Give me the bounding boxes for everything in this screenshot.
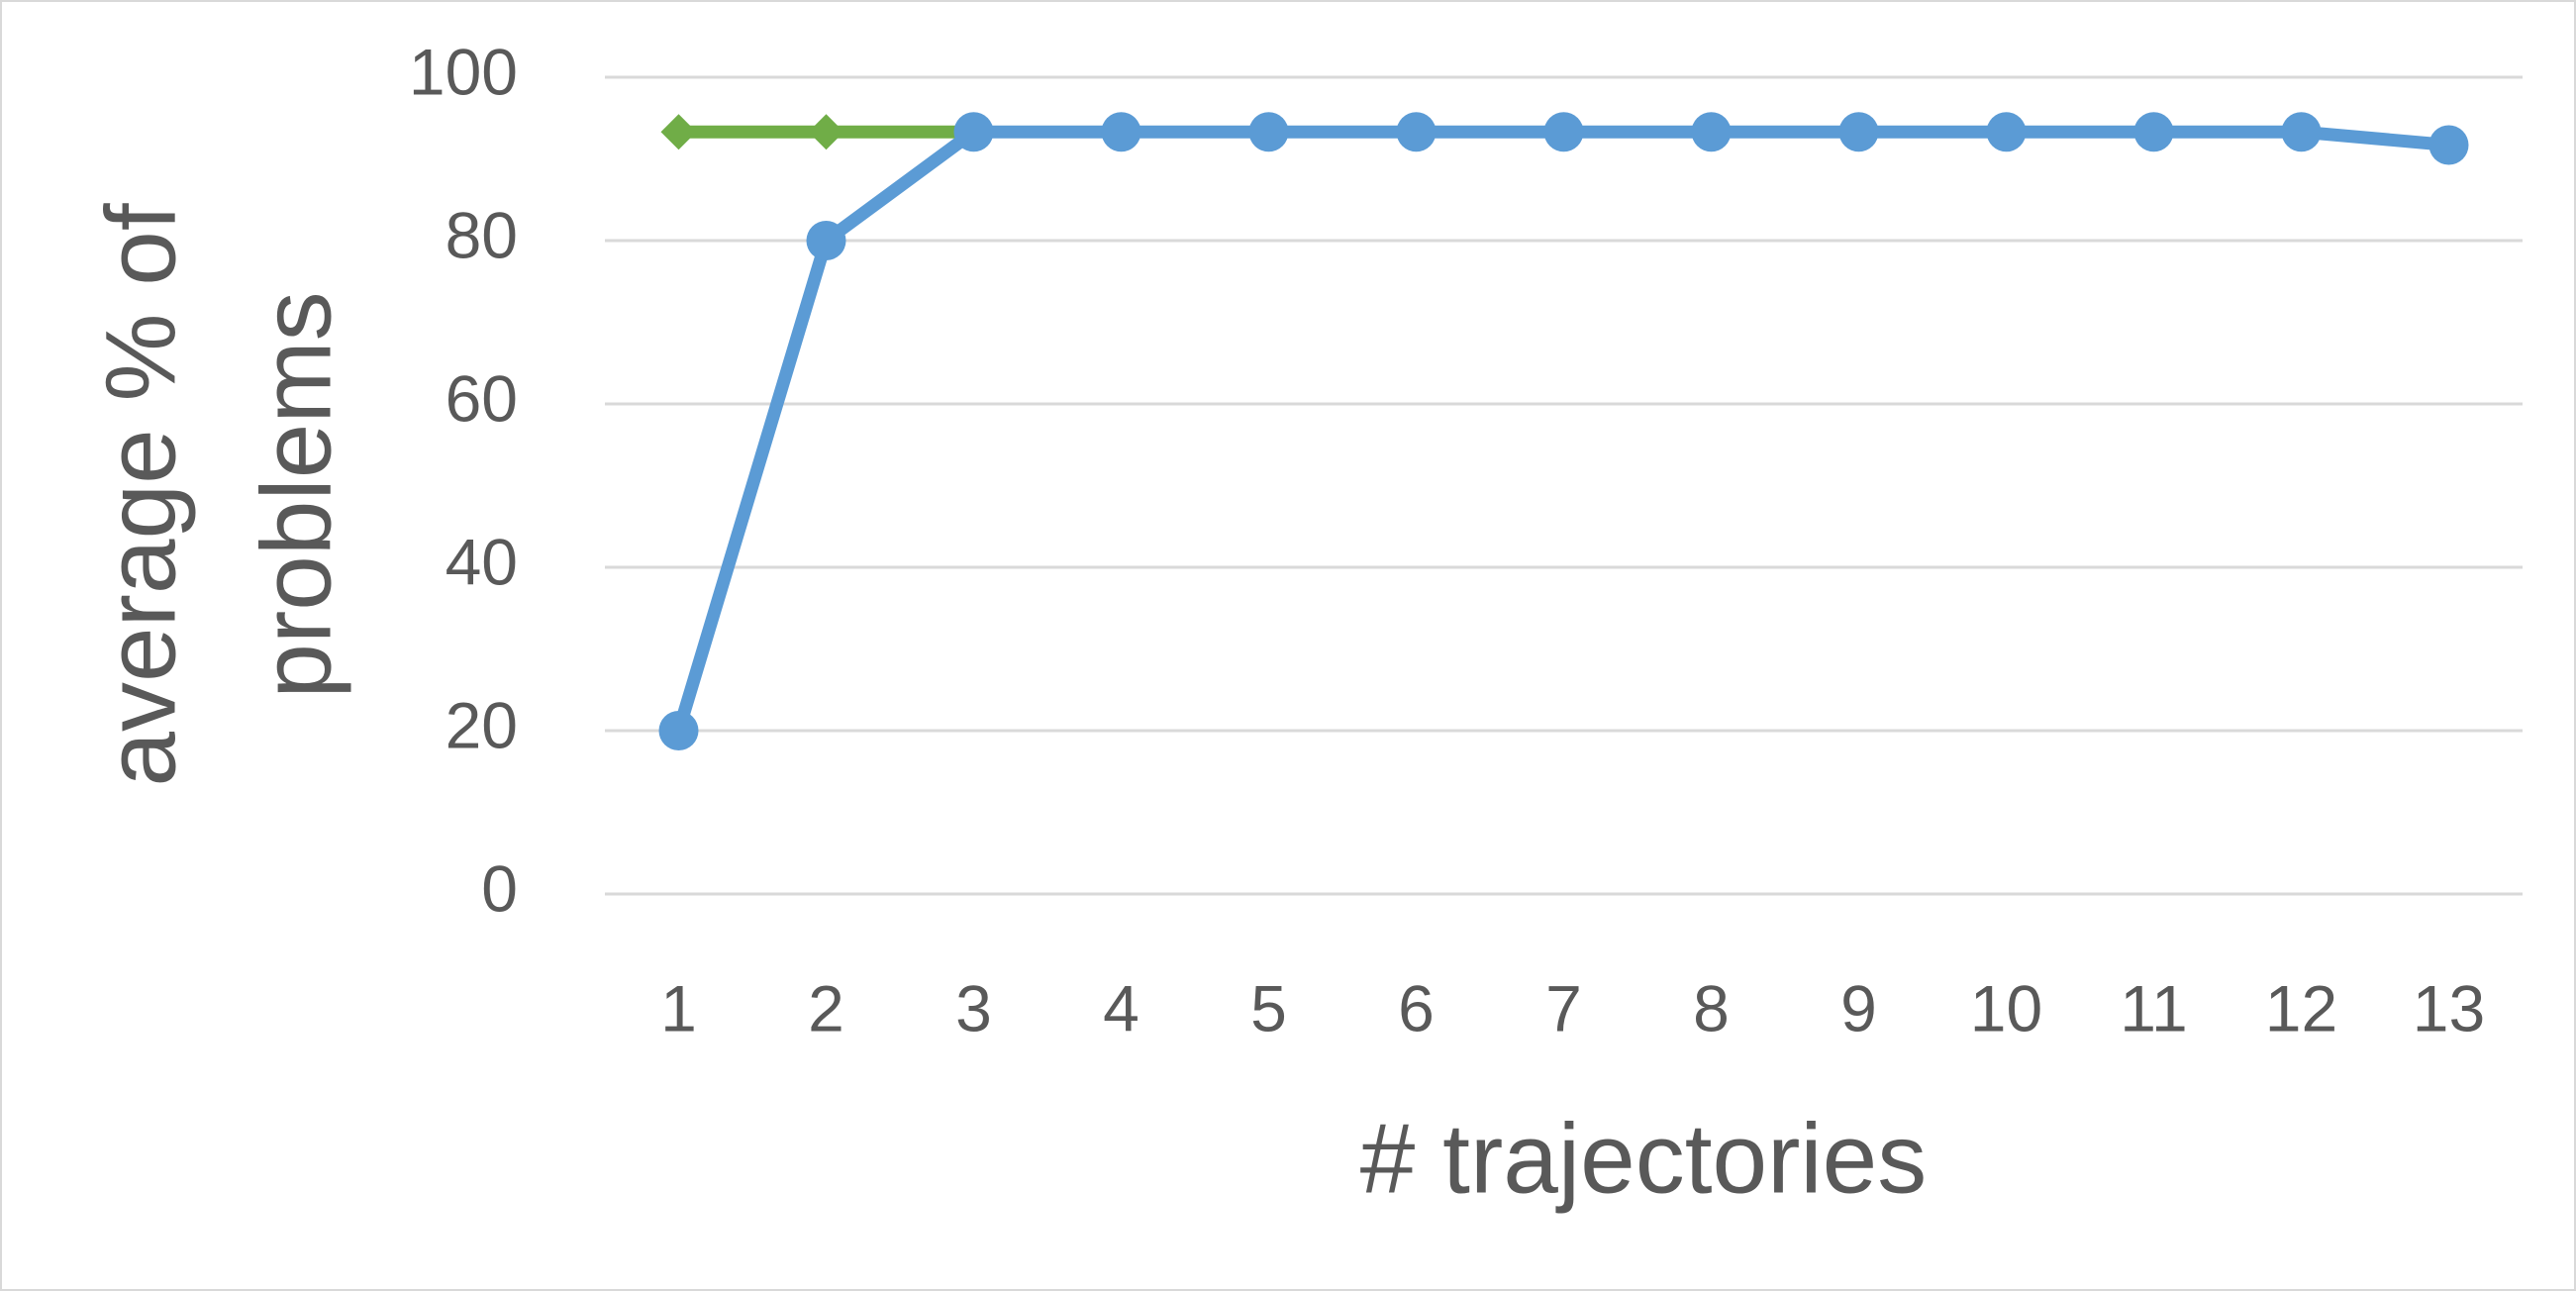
x-axis-title: # trajectories bbox=[1360, 1103, 1927, 1214]
x-tick-label: 3 bbox=[955, 971, 992, 1044]
y-tick-label: 40 bbox=[446, 525, 518, 598]
x-tick-label: 13 bbox=[2413, 971, 2485, 1044]
x-tick-label: 1 bbox=[660, 971, 697, 1044]
marker bbox=[808, 114, 844, 150]
marker bbox=[1248, 112, 1289, 152]
y-axis-title: average % of problems bbox=[85, 203, 351, 786]
y-axis-title-line: problems bbox=[241, 291, 351, 698]
y-tick-label: 100 bbox=[409, 35, 518, 108]
y-axis-title-line: average % of bbox=[85, 203, 196, 786]
marker bbox=[2133, 112, 2174, 152]
y-tick-label: 60 bbox=[446, 361, 518, 435]
y-tick-label: 0 bbox=[481, 851, 518, 925]
x-tick-label: 5 bbox=[1250, 971, 1287, 1044]
marker bbox=[1986, 112, 2027, 152]
x-tick-label: 10 bbox=[1970, 971, 2042, 1044]
marker bbox=[2281, 112, 2322, 152]
marker bbox=[2428, 125, 2469, 165]
y-tick-label: 80 bbox=[446, 198, 518, 271]
x-tick-label: 9 bbox=[1840, 971, 1877, 1044]
marker bbox=[660, 114, 697, 150]
marker bbox=[1691, 112, 1732, 152]
x-tick-label: 8 bbox=[1693, 971, 1730, 1044]
marker bbox=[658, 711, 699, 750]
marker bbox=[1838, 112, 1879, 152]
x-tick-label: 6 bbox=[1398, 971, 1435, 1044]
x-tick-label: 12 bbox=[2265, 971, 2337, 1044]
marker bbox=[953, 112, 994, 152]
marker bbox=[806, 221, 846, 260]
marker bbox=[1396, 112, 1437, 152]
x-tick-label: 7 bbox=[1545, 971, 1582, 1044]
y-tick-label: 20 bbox=[446, 688, 518, 761]
x-tick-label: 2 bbox=[808, 971, 844, 1044]
x-tick-label: 11 bbox=[2120, 971, 2188, 1044]
x-tick-label: 4 bbox=[1103, 971, 1139, 1044]
marker bbox=[1543, 112, 1584, 152]
marker bbox=[1101, 112, 1141, 152]
